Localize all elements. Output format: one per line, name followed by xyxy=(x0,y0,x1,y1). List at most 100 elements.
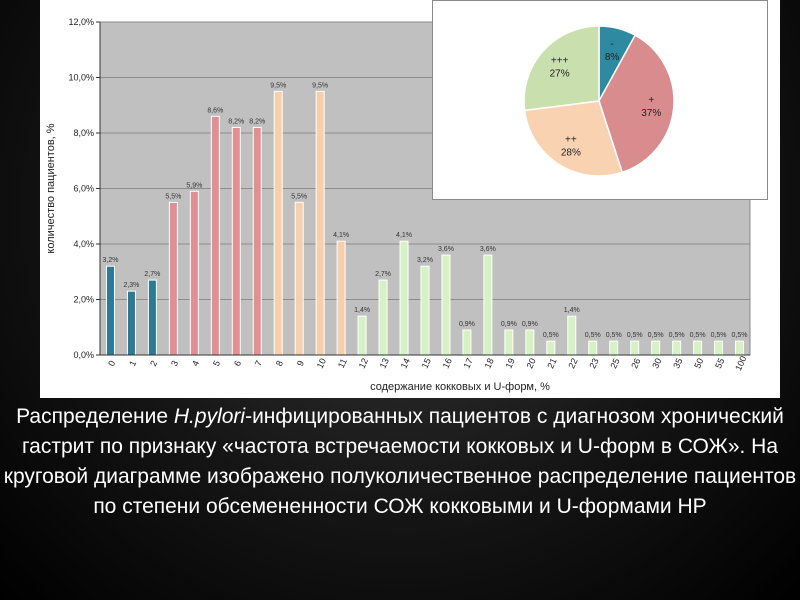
x-tick-label: 10 xyxy=(315,357,328,370)
x-tick-label: 50 xyxy=(692,357,705,370)
x-tick-label: 35 xyxy=(671,357,684,370)
caption-text-1: Распределение xyxy=(16,405,174,428)
pie-slice xyxy=(598,34,675,174)
x-tick-label: 11 xyxy=(336,357,349,370)
bar-data-label: 0,5% xyxy=(669,332,685,339)
y-tick-label: 10,0% xyxy=(68,73,94,83)
bar xyxy=(609,340,619,356)
x-tick-label: 25 xyxy=(608,357,621,370)
y-tick-label: 4,0% xyxy=(73,239,94,249)
pie-slice-name: ++ xyxy=(565,134,577,145)
x-tick-label: 7 xyxy=(253,359,264,368)
bar-data-label: 4,1% xyxy=(333,232,349,239)
bar-data-label: 1,4% xyxy=(354,307,370,314)
x-tick-label: 15 xyxy=(420,357,433,370)
bar xyxy=(126,290,136,356)
bar xyxy=(567,315,577,356)
pie-slice-label: 27% xyxy=(550,68,570,79)
pie-slice-name: + xyxy=(648,95,654,106)
bar xyxy=(399,240,409,356)
x-tick-label: 3 xyxy=(169,359,180,368)
bar xyxy=(630,340,640,356)
bar-data-label: 8,6% xyxy=(207,107,223,114)
bar-data-label: 2,7% xyxy=(144,271,160,278)
pie-slice xyxy=(523,100,624,177)
bar-data-label: 0,5% xyxy=(732,332,748,339)
slide-caption: Распределение H.pylori-инфицированных па… xyxy=(0,402,800,522)
bar-data-label: 8,2% xyxy=(228,118,244,125)
x-tick-label: 2 xyxy=(148,359,159,368)
bar-data-label: 0,5% xyxy=(606,332,622,339)
bar-data-label: 0,5% xyxy=(585,332,601,339)
pie-slice-label: 28% xyxy=(561,147,581,158)
pie-slice xyxy=(523,25,600,112)
bar xyxy=(672,340,682,356)
bar xyxy=(714,340,724,356)
bar-data-label: 3,2% xyxy=(102,257,118,264)
bar xyxy=(336,240,346,356)
x-tick-label: 12 xyxy=(357,357,370,370)
bar-data-label: 5,5% xyxy=(291,193,307,200)
x-tick-label: 55 xyxy=(713,357,726,370)
bar xyxy=(504,329,514,356)
bar-data-label: 0,5% xyxy=(690,332,706,339)
x-tick-label: 6 xyxy=(232,359,243,368)
x-tick-label: 17 xyxy=(462,357,475,370)
bar-data-label: 4,1% xyxy=(396,232,412,239)
bar-data-label: 0,5% xyxy=(543,332,559,339)
x-tick-label: 9 xyxy=(295,359,306,368)
caption-text-2: -инфицированных пациентов с диагнозом хр… xyxy=(3,405,797,518)
pie-slice-name: - xyxy=(610,39,613,50)
bar-data-label: 9,5% xyxy=(270,82,286,89)
bar xyxy=(210,115,220,356)
bar xyxy=(147,279,157,356)
x-tick-label: 16 xyxy=(441,357,454,370)
bar-data-label: 3,2% xyxy=(417,257,433,264)
bar xyxy=(420,265,430,356)
bar-data-label: 2,3% xyxy=(123,282,139,289)
bar-data-label: 0,9% xyxy=(459,321,475,328)
pie-slice-label: 37% xyxy=(641,108,661,119)
bar-data-label: 0,5% xyxy=(711,332,727,339)
x-tick-label: 8 xyxy=(274,359,285,368)
y-tick-label: 12,0% xyxy=(68,17,94,27)
x-tick-label: 26 xyxy=(629,357,642,370)
x-tick-label: 100 xyxy=(733,354,748,372)
bar xyxy=(651,340,661,356)
x-tick-label: 0 xyxy=(106,359,117,368)
x-tick-label: 1 xyxy=(127,359,138,368)
x-tick-label: 23 xyxy=(587,357,600,370)
bar xyxy=(462,329,472,356)
bar-data-label: 1,4% xyxy=(564,307,580,314)
bar xyxy=(315,90,325,356)
pie-chart-panel: - 8% +37% ++ 28% +++ 27% xyxy=(432,0,768,200)
bar xyxy=(735,340,745,356)
bar-data-label: 9,5% xyxy=(312,82,328,89)
bar xyxy=(525,329,535,356)
bar-data-label: 5,5% xyxy=(165,193,181,200)
bar xyxy=(378,279,388,356)
bar-data-label: 0,5% xyxy=(648,332,664,339)
bar xyxy=(546,340,556,356)
y-tick-label: 0,0% xyxy=(73,350,94,360)
bar xyxy=(168,201,178,356)
x-tick-label: 4 xyxy=(190,359,201,368)
bar xyxy=(252,126,262,356)
x-tick-label: 19 xyxy=(503,357,516,370)
bar-data-label: 0,9% xyxy=(522,321,538,328)
x-tick-label: 30 xyxy=(650,357,663,370)
bar xyxy=(357,315,367,356)
bar xyxy=(294,201,304,356)
x-tick-label: 13 xyxy=(378,357,391,370)
x-axis-label: содержание кокковых и U-форм, % xyxy=(370,381,550,393)
x-tick-label: 14 xyxy=(399,357,412,370)
y-tick-label: 2,0% xyxy=(73,295,94,305)
bar xyxy=(441,254,451,356)
bar xyxy=(231,126,241,356)
x-tick-label: 21 xyxy=(545,357,558,370)
x-tick-label: 18 xyxy=(483,357,496,370)
pie-chart: - 8% +37% ++ 28% +++ 27% xyxy=(523,25,675,177)
bar-data-label: 3,6% xyxy=(438,246,454,253)
bar xyxy=(273,90,283,356)
bar-data-label: 0,9% xyxy=(501,321,517,328)
